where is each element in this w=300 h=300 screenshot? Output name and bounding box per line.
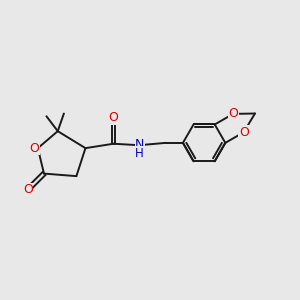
Text: O: O (228, 107, 238, 120)
Text: H: H (135, 147, 144, 160)
Text: O: O (23, 183, 33, 196)
Text: O: O (29, 142, 39, 155)
Text: O: O (239, 126, 249, 139)
Text: O: O (109, 111, 118, 124)
Text: N: N (135, 137, 144, 151)
